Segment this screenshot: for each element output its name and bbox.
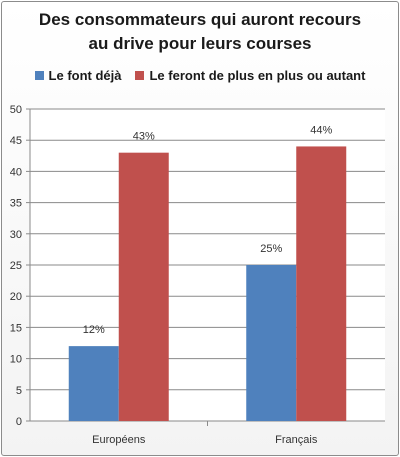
y-tick-label-30: 30	[10, 229, 22, 241]
data-label-series-1-1: 12%	[83, 324, 105, 336]
bar-series-1-1	[68, 346, 119, 421]
chart-title-line-1: Des consommateurs qui auront recours	[38, 10, 362, 29]
x-tick-label-1: Européens	[92, 434, 146, 446]
y-tick-label-45: 45	[10, 135, 22, 147]
legend-item-series-1: Le font déjà	[34, 68, 122, 83]
y-tick-label-15: 15	[10, 322, 22, 334]
bar-series-2-2	[296, 146, 347, 421]
y-tick-label-10: 10	[10, 354, 22, 366]
chart-legend: Le font déjà Le feront de plus en plus o…	[0, 68, 400, 83]
chart-title: Des consommateurs qui auront recours au …	[0, 8, 400, 56]
legend-swatch-series-1	[34, 71, 44, 80]
y-tick-label-25: 25	[10, 260, 22, 272]
y-tick-label-20: 20	[10, 291, 22, 303]
chart-title-line-2: au drive pour leurs courses	[88, 34, 312, 53]
y-tick-label-40: 40	[10, 166, 22, 178]
bar-series-2-1	[118, 152, 169, 421]
data-label-series-1-2: 25%	[260, 243, 282, 255]
legend-label-series-1: Le font déjà	[48, 68, 122, 83]
x-tick-label-2: Français	[275, 434, 318, 446]
data-label-series-2-2: 44%	[310, 124, 332, 136]
y-tick-label-50: 50	[10, 104, 22, 116]
legend-label-series-2: Le feront de plus en plus ou autant	[149, 68, 366, 83]
data-label-series-2-1: 43%	[133, 131, 155, 143]
legend-swatch-series-2	[135, 71, 145, 80]
y-tick-label-5: 5	[16, 385, 22, 397]
y-tick-label-35: 35	[10, 198, 22, 210]
y-tick-label-0: 0	[16, 416, 22, 428]
bar-series-1-2	[246, 265, 297, 421]
legend-item-series-2: Le feront de plus en plus ou autant	[135, 68, 365, 83]
